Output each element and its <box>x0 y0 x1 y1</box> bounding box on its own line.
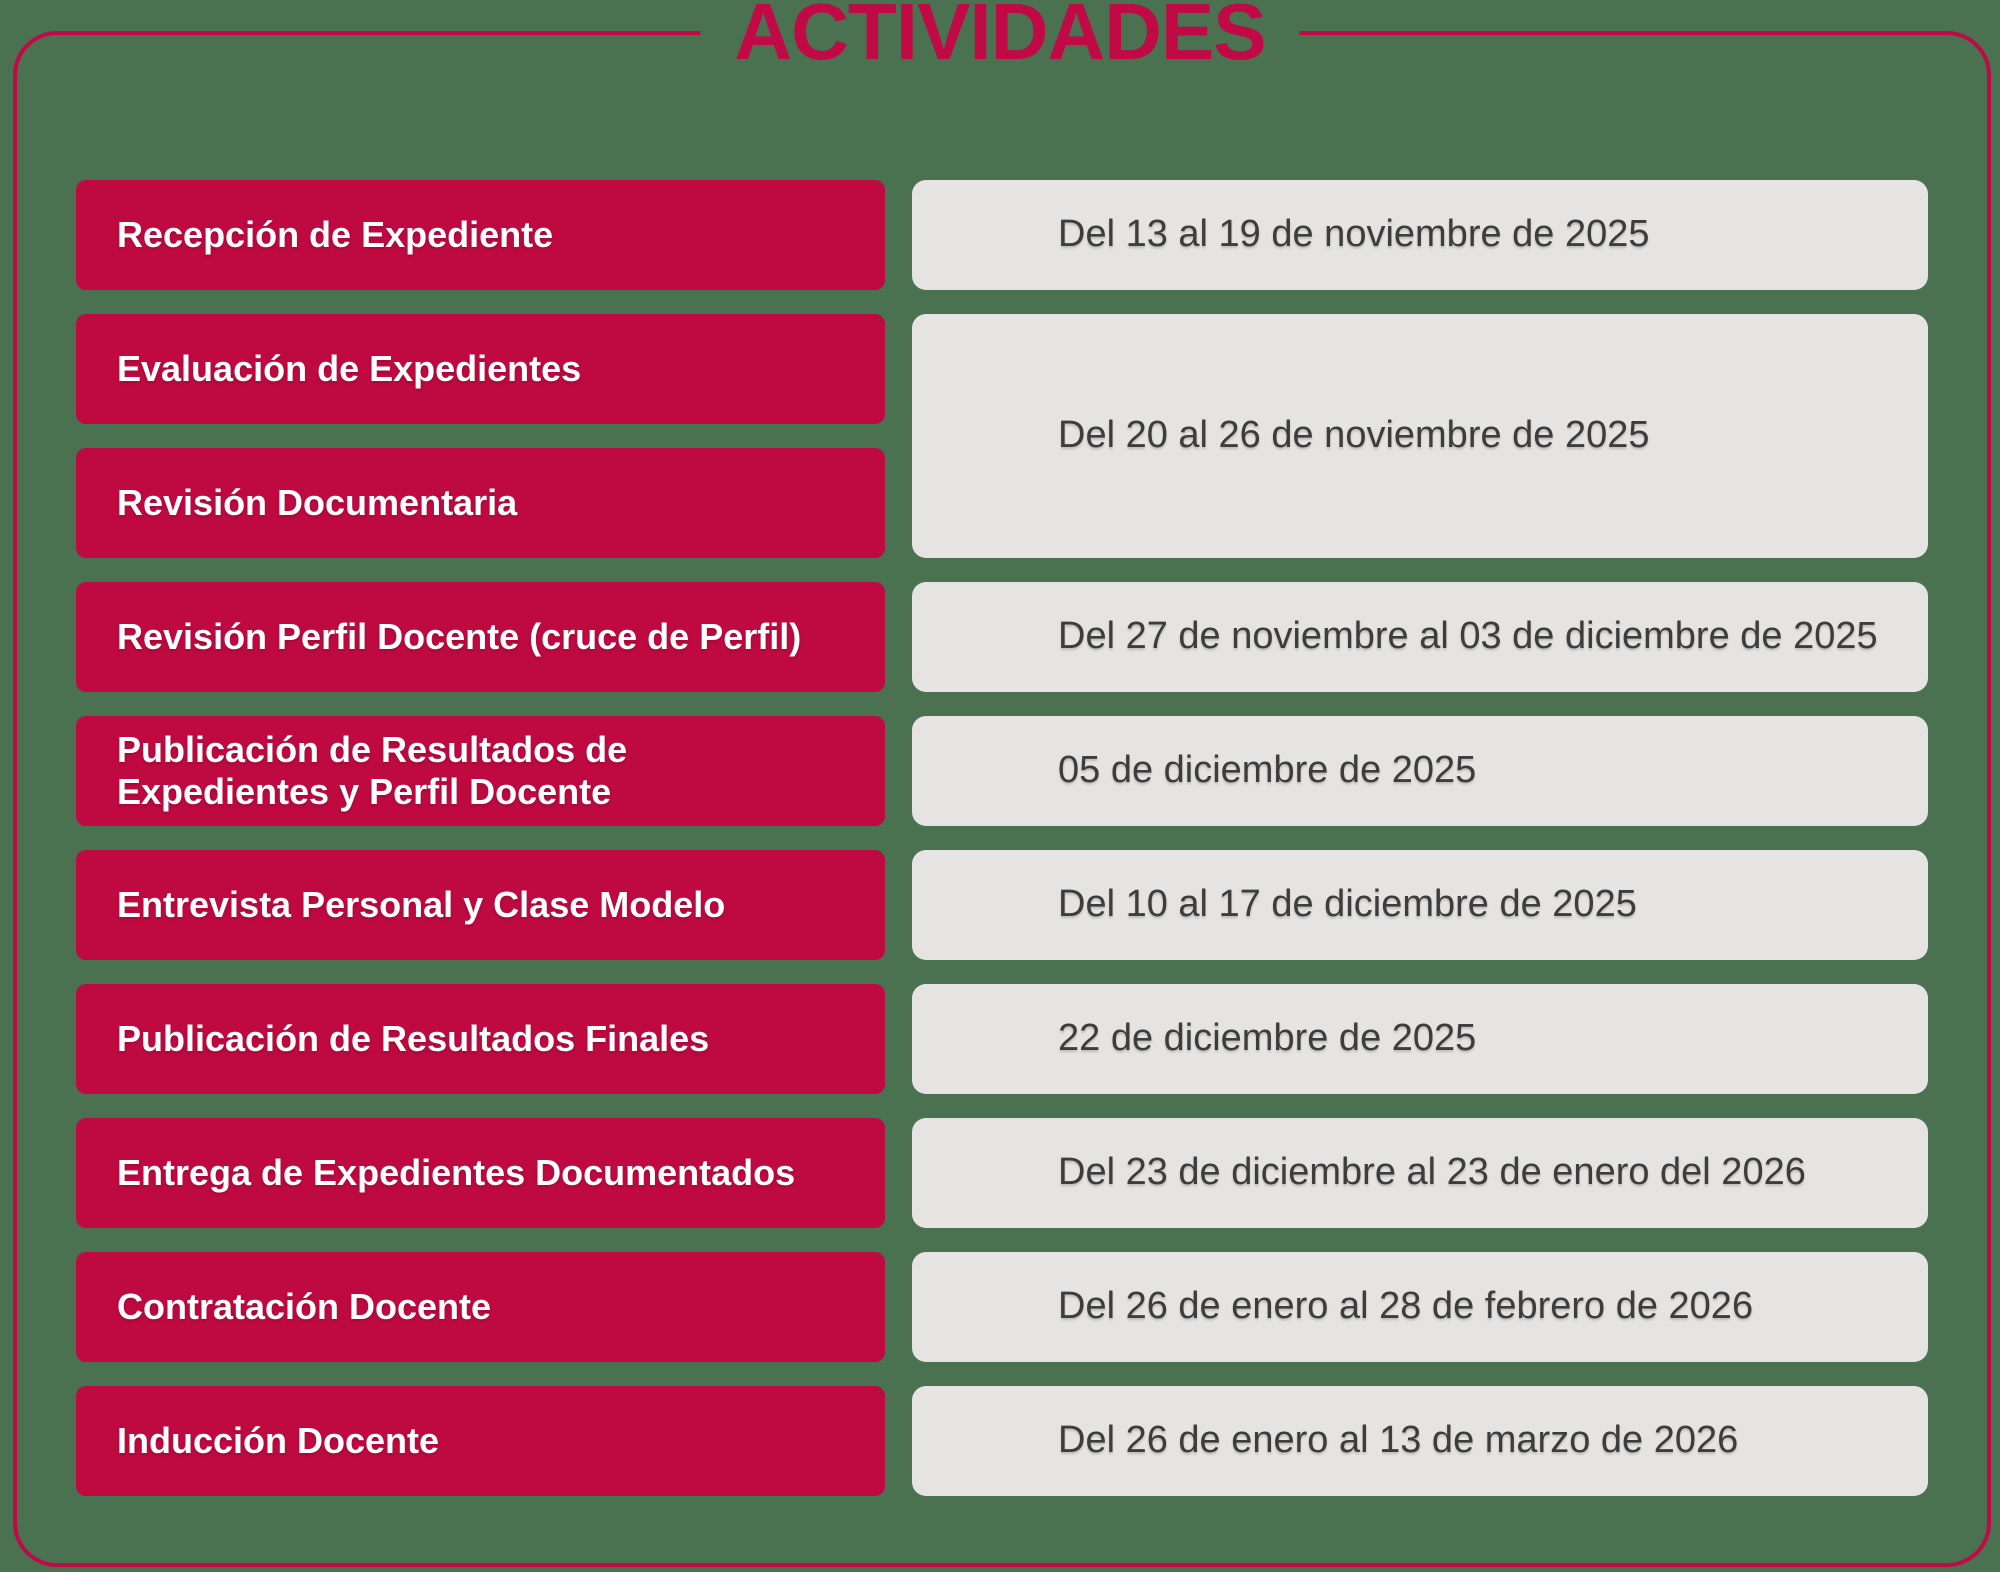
activity-label-box: Publicación de Resultados de Expedientes… <box>76 716 885 826</box>
date-label: Del 26 de enero al 13 de marzo de 2026 <box>1058 1419 1739 1462</box>
activity-labels-column: Evaluación de Expedientes Revisión Docume… <box>76 314 885 558</box>
activity-labels-column: Revisión Perfil Docente (cruce de Perfil… <box>76 582 885 692</box>
activity-row: Evaluación de Expedientes Revisión Docume… <box>76 314 1928 558</box>
activity-label-box: Publicación de Resultados Finales <box>76 984 885 1094</box>
activity-label: Revisión Documentaria <box>117 481 518 523</box>
date-label: Del 20 al 26 de noviembre de 2025 <box>1058 414 1650 457</box>
date-box: Del 13 al 19 de noviembre de 2025 <box>912 180 1928 290</box>
activity-label: Publicación de Resultados de Expedientes… <box>117 728 628 812</box>
activity-label-box: Recepción de Expediente <box>76 180 885 290</box>
date-box: Del 10 al 17 de diciembre de 2025 <box>912 850 1928 960</box>
activity-label: Publicación de Resultados Finales <box>117 1017 710 1059</box>
activity-labels-column: Entrega de Expedientes Documentados <box>76 1118 885 1228</box>
date-label: Del 26 de enero al 28 de febrero de 2026 <box>1058 1285 1754 1328</box>
activity-label-box: Revisión Documentaria <box>76 448 885 558</box>
activity-label-box: Contratación Docente <box>76 1252 885 1362</box>
date-box: Del 27 de noviembre al 03 de diciembre d… <box>912 582 1928 692</box>
activity-label-box: Revisión Perfil Docente (cruce de Perfil… <box>76 582 885 692</box>
activity-row: Entrevista Personal y Clase Modelo Del 1… <box>76 850 1928 960</box>
date-box: Del 23 de diciembre al 23 de enero del 2… <box>912 1118 1928 1228</box>
activity-label: Recepción de Expediente <box>117 213 554 255</box>
page-title: ACTIVIDADES <box>700 0 1300 72</box>
date-box: 05 de diciembre de 2025 <box>912 716 1928 826</box>
activity-label: Entrevista Personal y Clase Modelo <box>117 883 726 925</box>
date-label: 22 de diciembre de 2025 <box>1058 1017 1477 1060</box>
activity-label: Contratación Docente <box>117 1285 492 1327</box>
activity-label-box: Evaluación de Expedientes <box>76 314 885 424</box>
activity-row: Entrega de Expedientes Documentados Del … <box>76 1118 1928 1228</box>
date-box: Del 26 de enero al 13 de marzo de 2026 <box>912 1386 1928 1496</box>
activity-row: Publicación de Resultados de Expedientes… <box>76 716 1928 826</box>
date-label: Del 27 de noviembre al 03 de diciembre d… <box>1058 615 1878 658</box>
date-label: Del 13 al 19 de noviembre de 2025 <box>1058 213 1650 256</box>
activities-table: Recepción de Expediente Del 13 al 19 de … <box>76 180 1928 1496</box>
activity-row: Revisión Perfil Docente (cruce de Perfil… <box>76 582 1928 692</box>
activity-row: Inducción Docente Del 26 de enero al 13 … <box>76 1386 1928 1496</box>
date-box: Del 20 al 26 de noviembre de 2025 <box>912 314 1928 558</box>
activity-labels-column: Entrevista Personal y Clase Modelo <box>76 850 885 960</box>
date-box: Del 26 de enero al 28 de febrero de 2026 <box>912 1252 1928 1362</box>
activity-row: Contratación Docente Del 26 de enero al … <box>76 1252 1928 1362</box>
activity-labels-column: Inducción Docente <box>76 1386 885 1496</box>
date-label: 05 de diciembre de 2025 <box>1058 749 1477 792</box>
activity-labels-column: Publicación de Resultados de Expedientes… <box>76 716 885 826</box>
date-label: Del 10 al 17 de diciembre de 2025 <box>1058 883 1637 926</box>
date-box: 22 de diciembre de 2025 <box>912 984 1928 1094</box>
activity-row: Publicación de Resultados Finales 22 de … <box>76 984 1928 1094</box>
activity-label-box: Inducción Docente <box>76 1386 885 1496</box>
activity-label: Evaluación de Expedientes <box>117 347 582 389</box>
date-label: Del 23 de diciembre al 23 de enero del 2… <box>1058 1151 1806 1194</box>
activity-label-box: Entrevista Personal y Clase Modelo <box>76 850 885 960</box>
activity-labels-column: Recepción de Expediente <box>76 180 885 290</box>
activity-label: Inducción Docente <box>117 1419 440 1461</box>
activity-label: Entrega de Expedientes Documentados <box>117 1151 796 1193</box>
activity-label: Revisión Perfil Docente (cruce de Perfil… <box>117 615 802 657</box>
activity-row: Recepción de Expediente Del 13 al 19 de … <box>76 180 1928 290</box>
activity-label-box: Entrega de Expedientes Documentados <box>76 1118 885 1228</box>
activity-labels-column: Publicación de Resultados Finales <box>76 984 885 1094</box>
activity-labels-column: Contratación Docente <box>76 1252 885 1362</box>
